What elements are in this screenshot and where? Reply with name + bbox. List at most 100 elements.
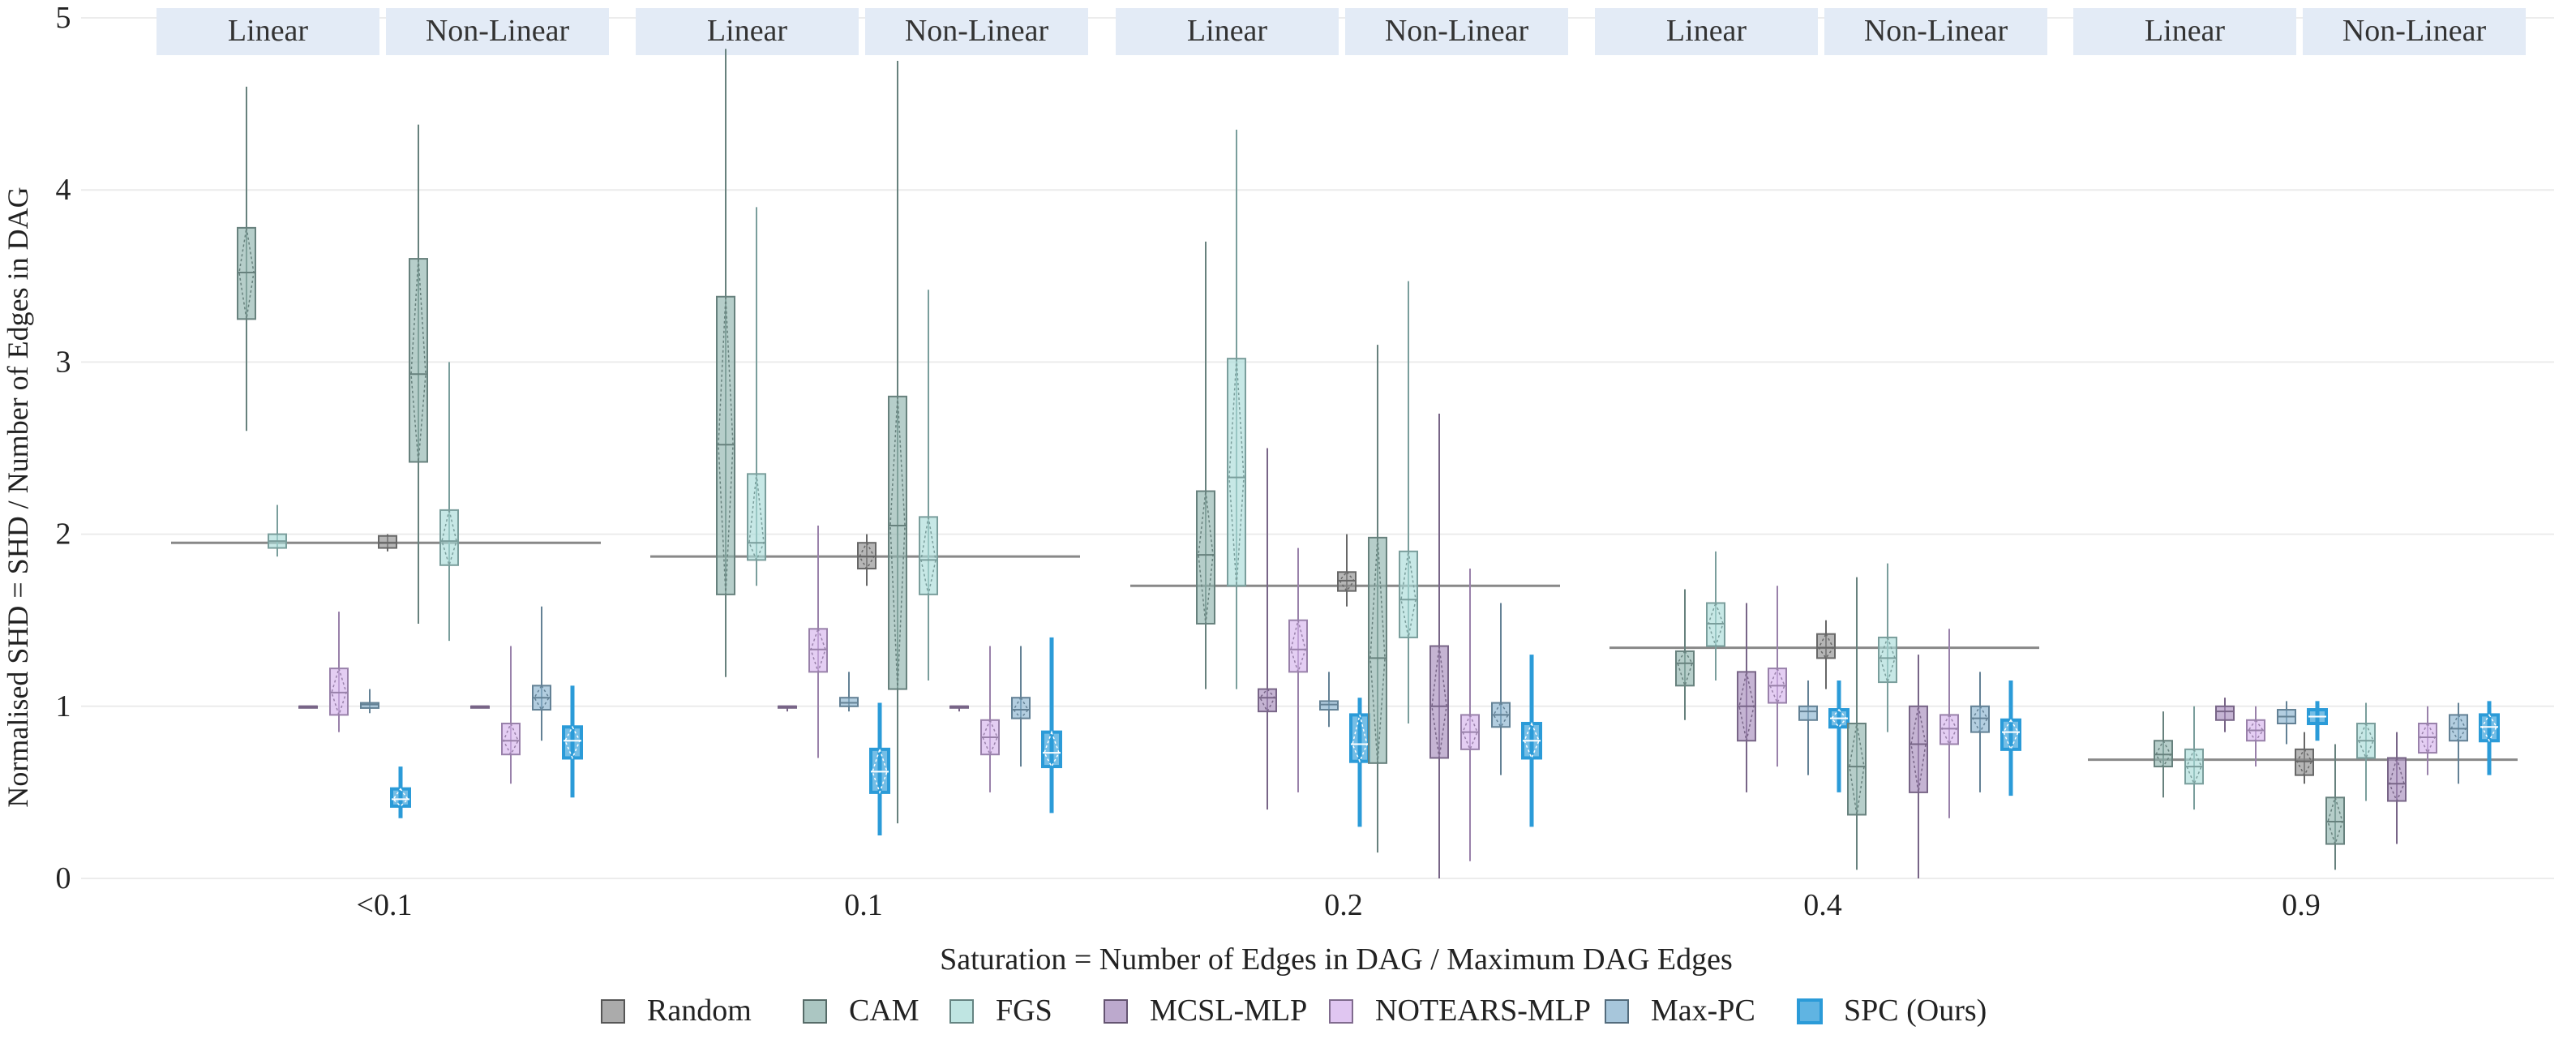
notch-diamond [872, 747, 888, 795]
box-max-pc-0-1-linear [839, 672, 859, 712]
notch-diamond [1290, 620, 1306, 674]
x-tick-label: 0.9 [2282, 888, 2321, 922]
notch-diamond [1400, 551, 1417, 638]
box-notears-mlp-0-1-linear [329, 612, 349, 732]
facet-strip [636, 8, 859, 55]
box-mcsl-mlp-0-9-linear [2215, 698, 2235, 732]
legend-swatch-spc-ours [1797, 998, 1823, 1024]
box-body [1227, 358, 1246, 587]
facet-strip-label: Linear [228, 14, 309, 48]
facet-strip [386, 8, 609, 55]
box-body [1706, 602, 1725, 647]
box-notears-mlp-0-9-linear [2246, 706, 2265, 767]
notch-diamond [1013, 696, 1029, 719]
box-body [1399, 550, 1418, 638]
box-notears-mlp-0-4-non-linear [1940, 629, 1959, 818]
box-cam-0-2-non-linear [1368, 345, 1387, 853]
notch-diamond [238, 227, 255, 320]
legend-swatch-max-pc [1605, 999, 1629, 1024]
box-spc-ours-0-2-non-linear [1521, 655, 1542, 827]
box-fgs-0-1-linear [747, 207, 766, 586]
facet-strip [1345, 8, 1568, 55]
notch-diamond [2420, 722, 2436, 754]
box-mcsl-mlp-0-2-linear [1258, 448, 1277, 810]
box-max-pc-0-9-non-linear [2449, 702, 2468, 784]
notch-diamond [2389, 755, 2405, 803]
box-body [839, 697, 859, 707]
legend-label-spc-ours: SPC (Ours) [1844, 994, 1987, 1028]
notch-diamond [859, 541, 875, 570]
legend-swatch-cam [803, 999, 827, 1024]
facet-strip [2073, 8, 2296, 55]
box-body [439, 509, 459, 566]
box-cam-0-1-non-linear [409, 124, 428, 624]
box-max-pc-0-1-non-linear [532, 606, 551, 741]
notch-diamond [920, 517, 937, 595]
box-body [808, 628, 828, 673]
legend-label-max-pc: Max-PC [1651, 994, 1755, 1028]
facet-strip-label: Linear [707, 14, 788, 48]
notch-diamond [889, 396, 906, 689]
box-body [2325, 796, 2345, 845]
facet-strip [1595, 8, 1818, 55]
box-fgs-0-1-non-linear [439, 362, 459, 642]
y-tick-label: 3 [56, 345, 71, 379]
box-spc-ours-0-9-linear [2307, 701, 2328, 741]
facet-strip-label: Linear [2145, 14, 2226, 48]
box-spc-ours-0-1-non-linear [1041, 637, 1062, 814]
y-tick-label: 4 [56, 173, 71, 207]
box-random-0-9-non-linear [2295, 732, 2314, 784]
notch-diamond [503, 722, 519, 756]
box-body [360, 702, 379, 709]
y-tick-label: 0 [56, 861, 71, 895]
legend-label-mcsl-mlp: MCSL-MLP [1150, 994, 1307, 1028]
y-tick-label: 5 [56, 1, 71, 35]
box-cam-0-4-linear [1675, 589, 1695, 720]
legend-swatch-notears-mlp [1329, 999, 1353, 1024]
box-notears-mlp-0-1-non-linear [980, 646, 1000, 792]
notch-diamond [564, 725, 581, 760]
notch-diamond [1738, 672, 1755, 741]
legend-label-random: Random [647, 994, 752, 1028]
notch-diamond [1352, 715, 1368, 763]
box-mcsl-mlp-0-1-non-linear [949, 705, 969, 712]
notch-diamond [2248, 719, 2264, 742]
box-max-pc-0-4-linear [1798, 680, 1818, 775]
box-fgs-0-4-linear [1706, 551, 1725, 681]
x-tick-label: <0.1 [357, 888, 413, 922]
box-spc-ours-0-4-linear [1828, 680, 1849, 792]
box-fgs-0-2-non-linear [1399, 281, 1418, 724]
box-random-0-2-non-linear [1337, 534, 1357, 607]
box-notears-mlp-0-2-non-linear [1460, 569, 1480, 861]
notch-diamond [441, 509, 457, 568]
box-max-pc-0-1-linear [360, 689, 379, 714]
notch-diamond [2296, 748, 2312, 777]
box-mcsl-mlp-0-9-non-linear [2387, 732, 2407, 844]
facet-strip-label: Linear [1187, 14, 1268, 48]
facet-strip [156, 8, 379, 55]
box-body [1847, 723, 1867, 816]
box-mcsl-mlp-0-1-non-linear [470, 705, 490, 709]
box-spc-ours-0-1-linear [869, 702, 890, 835]
box-notears-mlp-0-9-non-linear [2418, 706, 2437, 775]
axes: 0 1 2 3 4 5 <0.1 0.1 0.2 0.4 0.9 [56, 1, 2321, 922]
legend-label-notears-mlp: NOTEARS-MLP [1375, 994, 1591, 1028]
box-random-0-1-non-linear [378, 534, 397, 552]
box-spc-ours-0-4-non-linear [2000, 680, 2021, 796]
box-body [1196, 490, 1215, 625]
box-fgs-0-1-linear [268, 504, 287, 557]
facet-strip-label: Linear [1666, 14, 1747, 48]
box-spc-ours-0-1-non-linear [562, 685, 583, 798]
notch-diamond [2155, 739, 2171, 768]
box-random-0-1-non-linear [857, 534, 877, 586]
box-spc-ours-0-2-linear [1349, 698, 1370, 827]
box-mcsl-mlp-0-4-non-linear [1909, 655, 1928, 878]
box-fgs-0-1-non-linear [919, 290, 938, 681]
notch-diamond [2481, 713, 2497, 742]
box-body [237, 226, 256, 320]
x-tick-label: 0.4 [1803, 888, 1842, 922]
legend-swatch-random [601, 999, 625, 1024]
facet-strip-label: Non-Linear [905, 14, 1049, 48]
box-body [2215, 705, 2235, 721]
